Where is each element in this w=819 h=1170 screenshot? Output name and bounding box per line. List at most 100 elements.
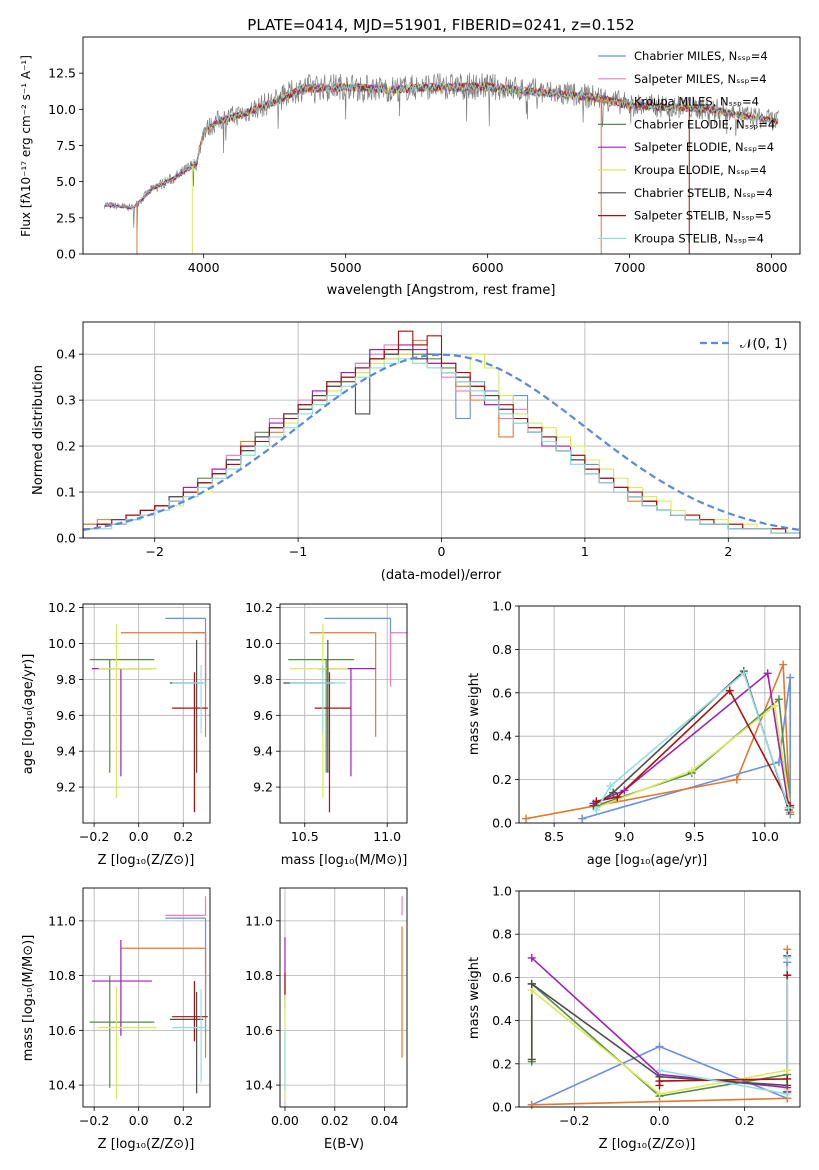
mass-weight-marker (732, 775, 741, 784)
age_vs_z-xtick-label: 0.0 (129, 829, 149, 844)
legend-label: Salpeter ELODIE, Nₛₛₚ=4 (634, 140, 774, 154)
spectrum-xlabel: wavelength [Angstrom, rest frame] (327, 283, 556, 298)
residuals-ytick-label: 0.0 (56, 531, 76, 546)
legend-label: Kroupa ELODIE, Nₛₛₚ=4 (634, 163, 767, 177)
mass_weight_vs_age-ytick-label: 0.6 (492, 685, 512, 700)
age_vs_mass-ytick-label: 9.4 (253, 744, 273, 759)
gaussian-reference-curve (83, 353, 800, 531)
age_vs_z-ytick-label: 9.6 (56, 708, 76, 723)
mwz-xlabel: Z [log₁₀(Z/Z⊙)] (599, 1137, 696, 1152)
spectrum-plot-area (103, 72, 779, 254)
spectrum-panel: PLATE=0414, MJD=51901, FIBERID=0241, z=0… (19, 16, 801, 298)
mwz-ylabel: mass weight (467, 957, 482, 1039)
massz-ylabel: mass [log₁₀(M/M⊙)] (21, 935, 36, 1062)
mass-weight-marker (763, 669, 772, 678)
mass_weight_vs_age-frame (518, 605, 801, 824)
residuals-xtick-label: −1 (289, 544, 307, 559)
age_vs_z-ytick-label: 9.4 (56, 744, 76, 759)
mwage-ylabel: mass weight (467, 673, 482, 755)
mass_weight_vs_z-ytick-label: 1.0 (492, 884, 512, 899)
spectrum-xtick-label: 4000 (188, 260, 220, 275)
mass-weight-marker (774, 758, 783, 767)
agez-xlabel: Z [log₁₀(Z/Z⊙)] (98, 853, 195, 868)
mass-weight-marker (783, 953, 792, 962)
mass_vs_z-ytick-label: 11.0 (48, 913, 76, 928)
mass_weight_vs_age-ytick-label: 1.0 (492, 599, 512, 614)
mass-weight-marker (770, 701, 779, 710)
age_vs_mass-xtick-label: 10.5 (291, 829, 319, 844)
mass-weight-marker (527, 979, 536, 988)
mass_vs_ebv-ytick-label: 10.8 (245, 968, 273, 983)
age_vs_mass-xtick-label: 11.0 (373, 829, 401, 844)
mass_weight_vs_age-xtick-label: 8.5 (544, 829, 564, 844)
mass-weight-marker (620, 786, 629, 795)
agemass-xlabel: mass [log₁₀(M/M⊙)] (281, 853, 408, 868)
mass_vs_z-ytick-label: 10.8 (48, 968, 76, 983)
mass_weight_vs_z-ytick-label: 0.8 (492, 927, 512, 942)
legend-label: Salpeter STELIB, Nₛₛₚ=5 (634, 209, 772, 223)
mass_vs_z-ytick-label: 10.6 (48, 1023, 76, 1038)
mass-weight-marker (783, 1066, 792, 1075)
mass-weight-line (595, 704, 791, 809)
mass-weight-marker (527, 1055, 536, 1064)
residuals-ylabel: Normed distribution (31, 365, 46, 495)
legend-label: Kroupa MILES, Nₛₛₚ=4 (634, 95, 759, 109)
mass-weight-marker (578, 814, 587, 823)
mass_weight_vs_age-xtick-label: 9.0 (614, 829, 634, 844)
mass_weight_vs_z-xtick-label: −0.2 (559, 1113, 589, 1128)
mass_vs_z-xtick-label: 0.2 (173, 1113, 193, 1128)
mass-vs-ebv-panel: E(B-V) 0.00 0.02 0.04 10.4 10.6 10.8 11.0 (245, 887, 408, 1152)
residuals-xlabel: (data-model)/error (381, 568, 502, 583)
mass_weight_vs_z-ytick-label: 0.6 (492, 970, 512, 985)
mass_vs_z-xtick-label: 0.0 (129, 1113, 149, 1128)
spectrum-xtick-label: 7000 (614, 260, 646, 275)
spectrum-ytick-label: 7.5 (56, 138, 76, 153)
mass-weight-marker (655, 1066, 664, 1075)
mass-weight-marker (606, 782, 615, 791)
mass_weight_vs_z-ytick-label: 0.0 (492, 1100, 512, 1115)
age-vs-metallicity-panel: Z [log₁₀(Z/Z⊙)] age [log₁₀(age/yr)] −0.2… (21, 600, 211, 868)
mass-weight-marker (613, 792, 622, 801)
spectrum-xtick-label: 8000 (756, 260, 788, 275)
mass-weight-marker (779, 660, 788, 669)
age_vs_mass-frame (279, 603, 408, 824)
age_vs_mass-ytick-label: 10.2 (245, 600, 273, 615)
mass_weight_vs_age-plot-area (525, 664, 791, 820)
age_vs_mass-ytick-label: 10.0 (245, 636, 273, 651)
mass-weight-marker (687, 766, 696, 775)
residuals-xtick-label: 0 (438, 544, 446, 559)
residuals-xtick-label: −2 (145, 544, 163, 559)
mass-weight-marker (725, 686, 734, 695)
massz-xlabel: Z [log₁₀(Z/Z⊙)] (98, 1137, 195, 1152)
mass_vs_ebv-xtick-label: 0.00 (271, 1113, 299, 1128)
legend-label: Chabrier STELIB, Nₛₛₚ=4 (634, 186, 773, 200)
mass-weight-vs-age-panel: age [log₁₀(age/yr)] mass weight 8.5 9.0 9.… (467, 599, 801, 868)
mass_vs_ebv-ytick-label: 10.6 (245, 1023, 273, 1038)
mass-weight-marker (655, 1077, 664, 1086)
mass-vs-metallicity-panel: Z [log₁₀(Z/Z⊙)] mass [log₁₀(M/M⊙)] −0.2 0… (21, 887, 211, 1152)
spectrum-xtick-label: 5000 (330, 260, 362, 275)
spectrum-xtick-label: 6000 (472, 260, 504, 275)
mass_vs_ebv-xtick-label: 0.04 (371, 1113, 399, 1128)
residuals-panel: (data-model)/error Normed distribution 𝒩… (31, 321, 801, 583)
mass_vs_ebv-xtick-label: 0.02 (321, 1113, 349, 1128)
mass-weight-marker (784, 803, 793, 812)
mass-weight-marker (592, 797, 601, 806)
mass_vs_z-ytick-label: 10.4 (48, 1078, 76, 1093)
mass-weight-marker (783, 1074, 792, 1083)
spectrum-ytick-label: 10.0 (48, 102, 76, 117)
mass_weight_vs_age-xtick-label: 10.0 (751, 829, 779, 844)
mass-weight-marker (783, 1090, 792, 1099)
mass_weight_vs_age-ytick-label: 0.2 (492, 772, 512, 787)
spectrum-ytick-label: 5.0 (56, 174, 76, 189)
massebv-xlabel: E(B-V) (324, 1137, 364, 1152)
mass_weight_vs_z-xtick-label: 0.2 (735, 1113, 755, 1128)
mass-weight-marker (655, 1090, 664, 1099)
age_vs_mass-ytick-label: 9.6 (253, 708, 273, 723)
residuals-ytick-label: 0.3 (56, 393, 76, 408)
mass-weight-line (658, 975, 789, 1086)
agez-ylabel: age [log₁₀(age/yr)] (21, 654, 36, 775)
mass_weight_vs_age-xtick-label: 9.5 (685, 829, 705, 844)
mass-weight-marker (655, 1042, 664, 1051)
residuals-xtick-label: 2 (724, 544, 732, 559)
